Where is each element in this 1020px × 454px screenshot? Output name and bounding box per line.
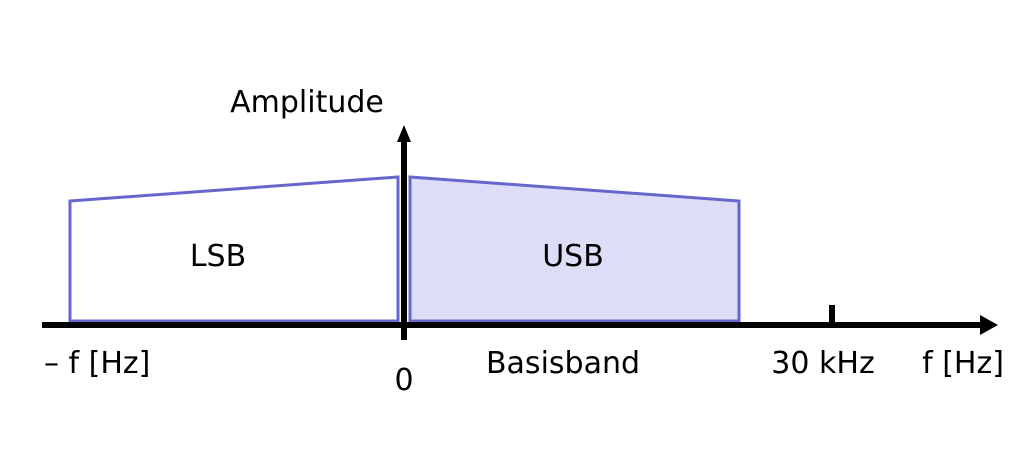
- positive-frequency-label: f [Hz]: [922, 346, 1004, 381]
- frequency-axis-arrowhead: [980, 315, 998, 335]
- amplitude-label: Amplitude: [230, 85, 384, 120]
- origin-label: 0: [394, 363, 413, 398]
- lsb-label: LSB: [190, 239, 246, 274]
- tick-label-30khz: 30 kHz: [771, 346, 874, 381]
- usb-label: USB: [542, 239, 604, 274]
- baseband-label: Basisband: [486, 346, 640, 381]
- amplitude-axis-arrowhead: [397, 125, 411, 142]
- usb-band: [408, 175, 741, 323]
- negative-frequency-label: – f [Hz]: [44, 346, 150, 381]
- lsb-band: [68, 175, 400, 323]
